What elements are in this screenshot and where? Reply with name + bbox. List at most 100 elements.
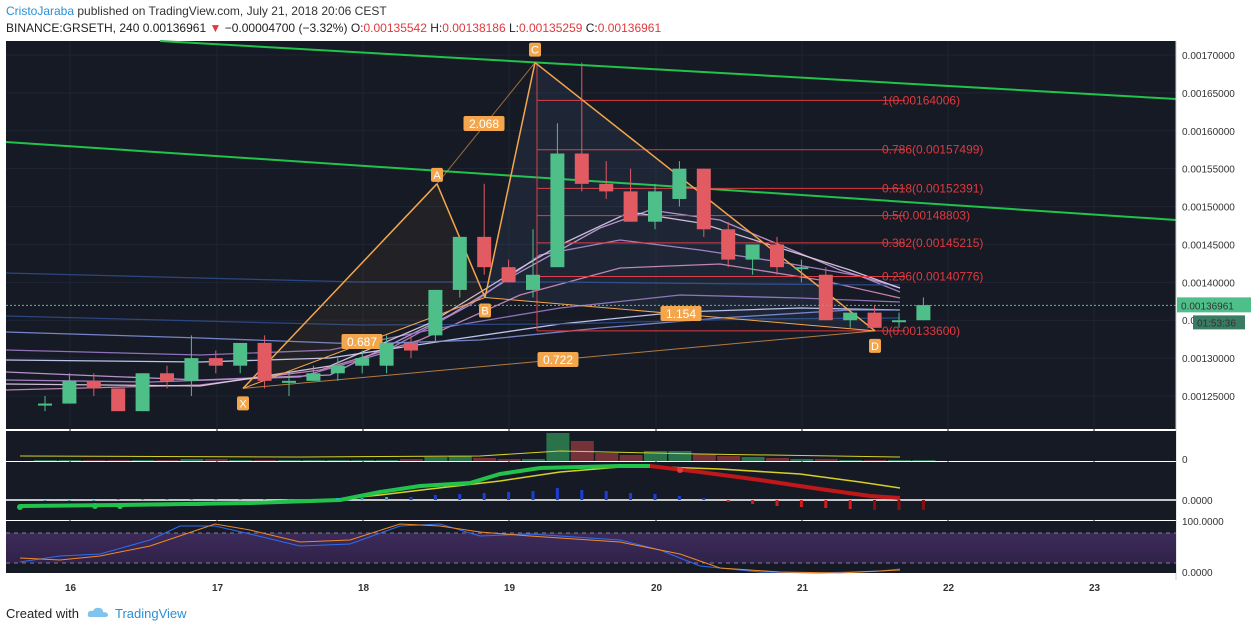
tradingview-cloud-icon [87, 606, 109, 621]
volume-bar [839, 460, 863, 461]
volume-bar [644, 451, 667, 461]
candle-body [330, 365, 345, 374]
price-tick-label: 0.00130000 [1182, 354, 1235, 365]
candle-body [892, 320, 906, 323]
histogram-bar [263, 499, 267, 500]
pattern-leg [484, 62, 536, 298]
volume-bar [863, 460, 887, 461]
candle-body [379, 342, 394, 366]
main-pane[interactable] [6, 41, 1176, 429]
stoch-bottom-label: 0.0000 [1182, 568, 1213, 579]
histogram-bar [555, 488, 559, 500]
candle-body [452, 236, 467, 290]
date-tick-label: 23 [1089, 583, 1101, 594]
pattern-point-box [431, 167, 443, 182]
stoch-k-line [19, 523, 901, 574]
candle-body [696, 168, 711, 230]
candle-body [623, 191, 638, 222]
macd-zero-label: 0 [1182, 455, 1188, 466]
pattern-ratio-box [537, 352, 579, 367]
histogram-bar [775, 500, 779, 506]
chart-canvas[interactable]: 1(0.00164006) 0.786(0.00157499) 0.618(0.00… [0, 40, 1251, 600]
moving-average-line [5, 294, 901, 356]
footer: Created with TradingView [6, 606, 187, 621]
volume-bar [229, 460, 253, 461]
candle-body [282, 380, 296, 383]
pattern-ratio-box [341, 334, 383, 349]
volume-bar [156, 460, 179, 461]
candle-body [916, 305, 931, 321]
pattern-ratio-label: 0.687 [347, 335, 377, 349]
candle-body [818, 274, 833, 321]
stoch-top-label: 100.0000 [1182, 517, 1224, 528]
candle-body [477, 236, 492, 268]
pattern-leg [242, 183, 438, 389]
volume-bar [888, 460, 911, 461]
last-price: 0.00136961 [142, 21, 207, 35]
low-label: L: [508, 21, 519, 35]
histogram-bar [165, 499, 169, 500]
price-tick-label: 0.00150000 [1182, 203, 1235, 214]
candle-body [160, 373, 174, 381]
date-tick-label: 16 [65, 583, 77, 594]
volume-ma-line [19, 450, 901, 458]
fib-level-label: 0.5(0.00148803) [882, 209, 970, 223]
candle-body [794, 267, 809, 270]
histogram-bar [43, 500, 47, 501]
pattern-point-box [479, 303, 491, 318]
low-value: 0.00135259 [519, 21, 583, 35]
volume-bar [814, 459, 838, 461]
pattern-ratio-label: 2.068 [469, 117, 499, 131]
high-value: 0.00138186 [442, 21, 506, 35]
moving-average-line [5, 315, 901, 326]
countdown-label: 01:53:36 [1197, 318, 1236, 329]
volume-bar [400, 459, 423, 461]
volume-bar [107, 460, 131, 461]
candle-body [257, 342, 272, 381]
volume-bar [424, 457, 448, 461]
candle-body [86, 380, 101, 389]
countdown-box [1193, 315, 1245, 330]
cross-marker [677, 467, 683, 473]
histogram-bar [336, 498, 340, 500]
candle-body [404, 342, 418, 351]
volume-bar [34, 460, 57, 461]
fib-level-label: 0(0.00133600) [882, 324, 960, 338]
price-tick-label: 0.00145000 [1182, 240, 1235, 251]
histogram-bar [580, 490, 584, 500]
volume-bar [204, 459, 228, 461]
date-tick-label: 18 [358, 583, 370, 594]
volume-bar [131, 460, 155, 461]
candle-body [867, 312, 882, 328]
histogram-bar [385, 497, 389, 500]
stoch-d-line [19, 523, 901, 574]
volume-bar [692, 454, 716, 461]
candles [6, 62, 1176, 412]
histogram-zero-label: 0.0000 [1182, 496, 1213, 507]
candle-body [208, 358, 223, 366]
histogram-bar [702, 498, 706, 500]
pattern-ratio-label: 1.154 [666, 307, 696, 321]
price-tick-label: 0.00125000 [1182, 392, 1235, 403]
candle-body [574, 153, 589, 184]
histogram-bar [897, 500, 901, 510]
volume-bar [790, 459, 814, 461]
histogram-bar [507, 492, 511, 500]
volume-bar [302, 460, 326, 461]
publish-info: CristoJaraba published on TradingView.co… [6, 4, 387, 18]
stoch-lines [6, 523, 1176, 574]
candle-body [526, 274, 540, 290]
pattern-point-label: D [871, 341, 879, 353]
pattern-point-box [237, 396, 249, 411]
macd-line-up [19, 464, 650, 508]
tradingview-brand[interactable]: TradingView [114, 606, 187, 621]
histogram-bar [873, 500, 877, 510]
candle-body [648, 191, 662, 222]
price-tick-label: 0.00155000 [1182, 165, 1235, 176]
fib-retracement: 1(0.00164006) 0.786(0.00157499) 0.618(0.00… [536, 62, 983, 338]
down-arrow-icon: ▼ [209, 21, 222, 35]
author-link[interactable]: CristoJaraba [6, 4, 75, 18]
pattern-fill-xab [243, 183, 485, 389]
cross-marker [117, 503, 123, 509]
pattern-ratio-label: 0.722 [543, 353, 573, 367]
